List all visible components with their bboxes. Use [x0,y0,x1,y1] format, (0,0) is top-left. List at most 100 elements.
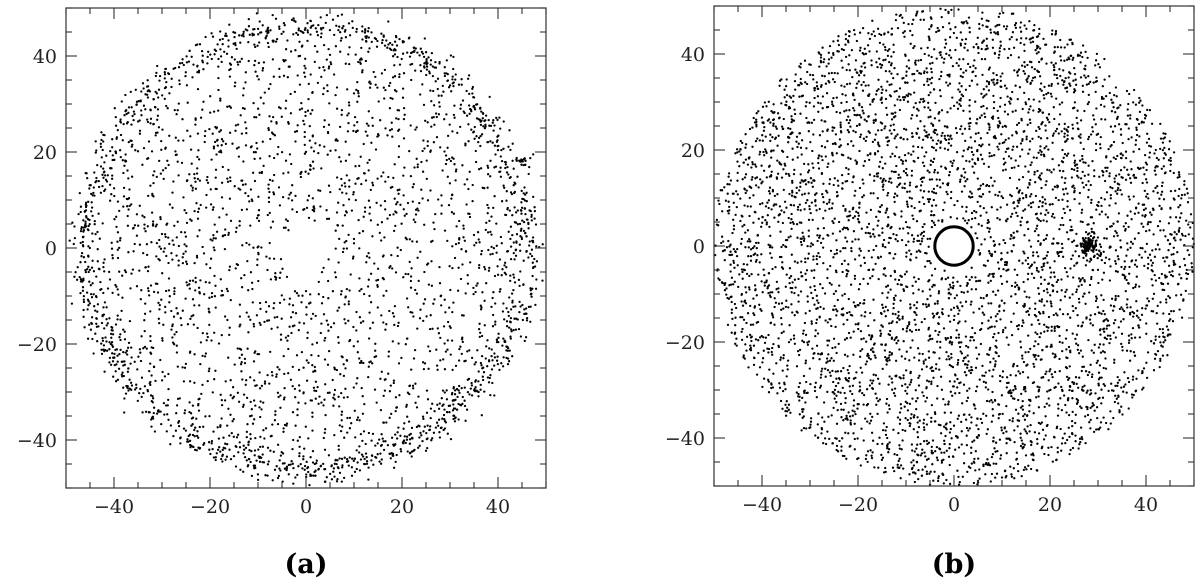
panel-b-point [936,300,939,303]
panel-a-point [535,278,538,281]
panel-a-point [493,144,497,147]
panel-a-point [93,305,96,308]
panel-a-point [382,321,385,324]
panel-b-point [818,234,822,237]
panel-b-point [830,207,834,210]
panel-b-point [886,436,889,440]
panel-b-point [1034,213,1038,216]
panel-a-point [452,212,456,215]
panel-a-point [279,271,282,274]
panel-a-point [442,325,446,328]
panel-a-point [322,92,325,96]
panel-b-point [807,130,810,133]
panel-a-point [402,194,405,197]
panel-b-point [971,158,974,161]
panel-a-point [322,462,325,466]
panel-b-point [1017,398,1020,402]
panel-a-point [188,443,192,447]
panel-b-point [851,409,854,412]
panel-a-point [165,104,168,108]
panel-b-point [1163,146,1166,150]
panel-b-point [864,457,868,461]
panel-a-point [319,205,322,208]
panel-a-point [298,321,301,324]
panel-a-point [160,148,163,151]
panel-b-point [1149,145,1153,148]
panel-a-point [262,61,266,64]
panel-b-point [1043,304,1046,307]
panel-a-point [159,247,163,250]
panel-a-point [299,29,302,33]
panel-a-point [355,88,358,92]
panel-a-point [263,91,266,94]
panel-a-point [225,52,229,55]
panel-a-point [145,253,149,257]
panel-a-point [364,452,368,455]
panel-b-point [844,401,847,405]
panel-a-point [90,206,94,209]
panel-a-point [360,386,363,390]
panel-a-point [448,182,452,185]
panel-a-point [533,217,536,220]
panel-a-point [493,352,496,355]
panel-a-point [269,82,272,86]
panel-a-point [438,282,442,285]
panel-a-point [86,218,90,221]
panel-a-point [124,392,128,395]
panel-a-point [451,266,454,270]
panel-a-point [327,65,331,68]
panel-a-point [512,251,515,255]
panel-a-point [292,482,295,485]
panel-a-point [128,188,131,191]
panel-b-point [998,374,1002,378]
panel-a-point [247,59,250,63]
panel-b-point [927,83,930,87]
panel-b-point [1090,201,1093,204]
panel-a-point [305,379,309,382]
panel-a-point [101,339,105,342]
panel-a-point [144,302,147,305]
panel-a-point [242,403,245,406]
panel-b-point [991,115,995,118]
panel-a-point [156,108,160,111]
panel-a-point [416,327,419,330]
panel-a-point [249,400,252,404]
panel-a-point [351,20,354,23]
panel-b-point [1044,124,1047,127]
panel-a-point [319,27,323,30]
panel-a-point [449,288,452,292]
panel-a-point [189,317,192,321]
panel-a-point [500,200,504,203]
panel-b-point [828,371,832,374]
panel-b-point [822,217,825,220]
panel-b-point [1023,91,1026,95]
panel-b-point [971,165,974,168]
panel-a-point [181,256,184,259]
panel-a-point [502,147,505,150]
panel-b-point [831,142,835,146]
panel-a-point [274,413,277,416]
panel-a-point [325,58,328,61]
panel-b-point [1021,138,1024,141]
panel-a-point [385,421,388,424]
panel-a-point [368,311,371,314]
panel-a-point [182,139,185,142]
panel-a-point [162,177,165,181]
panel-a-point [101,336,104,340]
panel-a-point [91,194,94,197]
panel-b-point [1105,337,1108,341]
panel-a-point [511,301,514,304]
panel-b-point [1077,297,1081,301]
panel-a-point [259,307,262,311]
panel-b-point [994,450,997,453]
panel-a-point [509,328,513,331]
panel-a-point [516,223,520,226]
panel-a-point [327,123,331,126]
panel-a-point [405,403,408,407]
panel-b-point [885,402,888,405]
panel-a-point [431,65,434,68]
panel-a-point [521,197,524,201]
panel-b-point [987,81,991,84]
panel-a-point [342,374,346,378]
panel-a-point [186,101,189,104]
